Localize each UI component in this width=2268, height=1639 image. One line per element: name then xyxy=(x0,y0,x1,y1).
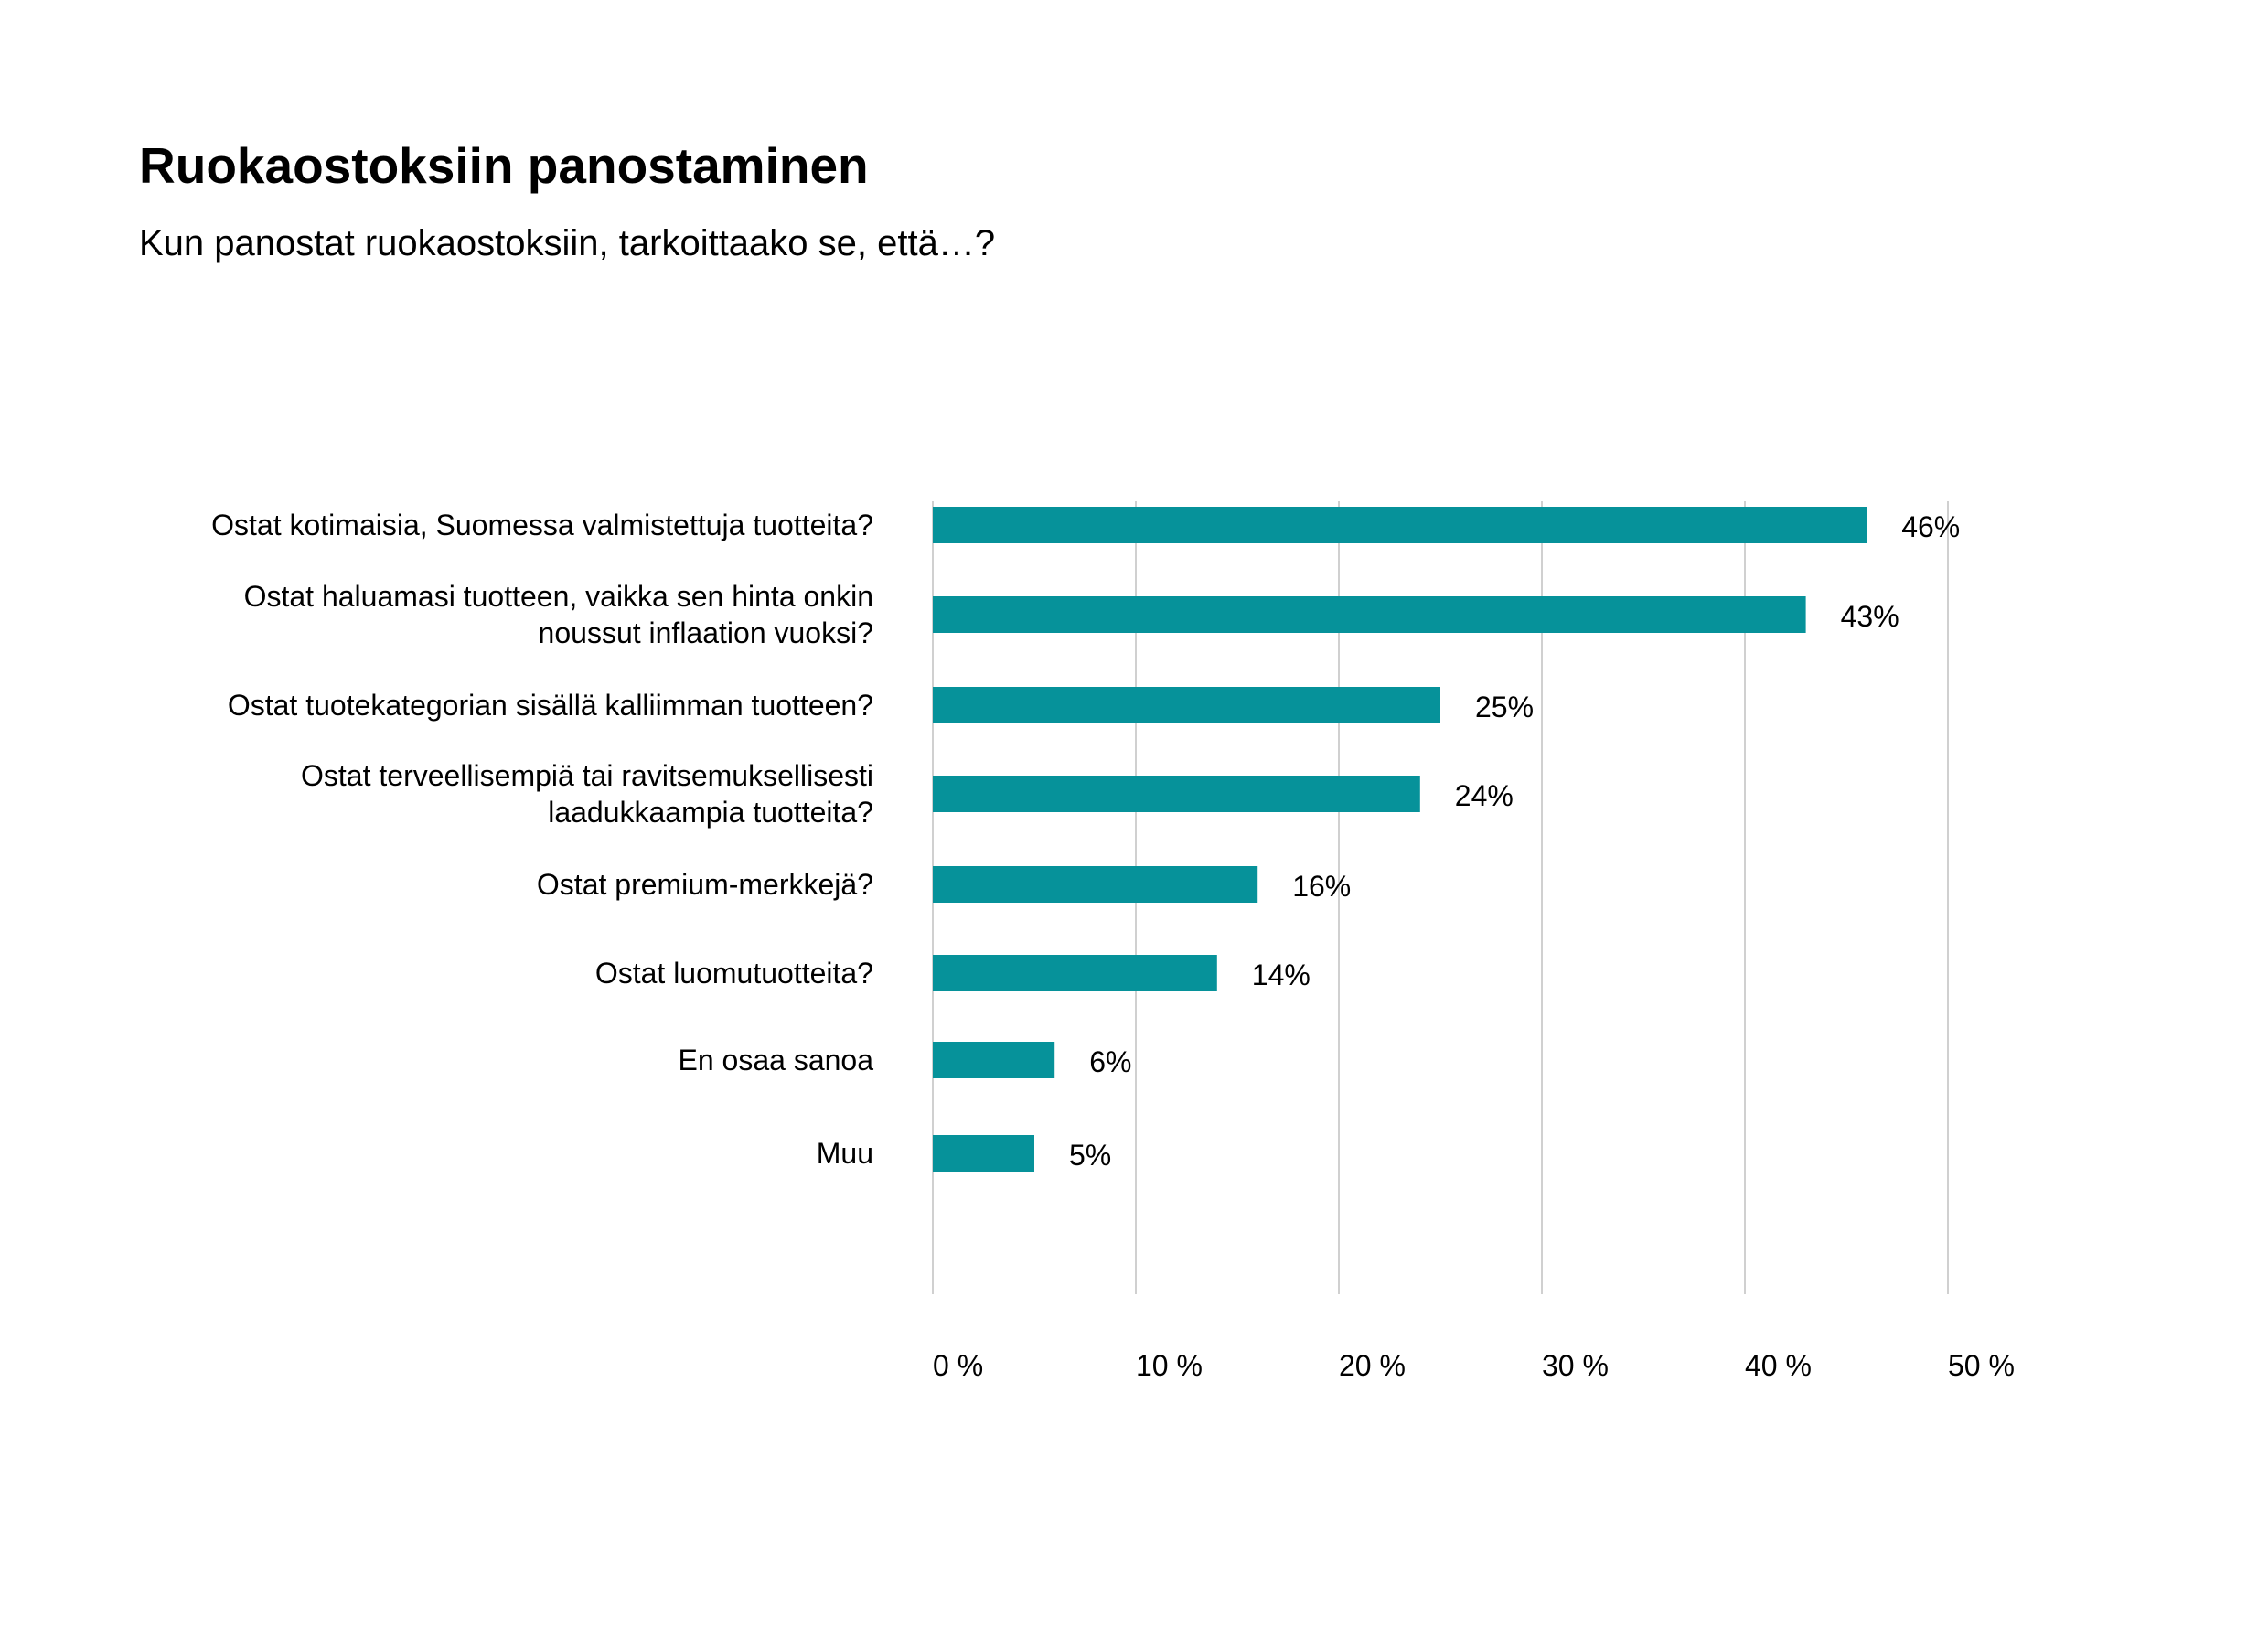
bar xyxy=(933,866,1258,903)
bars xyxy=(933,507,1867,1172)
category-label: Ostat haluamasi tuotteen, vaikka sen hin… xyxy=(244,580,873,613)
bar xyxy=(933,1135,1034,1172)
category-label: Ostat kotimaisia, Suomessa valmistettuja… xyxy=(211,509,873,541)
bar xyxy=(933,955,1217,991)
value-label: 6% xyxy=(1089,1045,1131,1078)
x-tick-label: 20 % xyxy=(1339,1349,1406,1382)
category-label: Ostat terveellisempiä tai ravitsemuksell… xyxy=(301,759,873,792)
bar xyxy=(933,1042,1055,1078)
value-label: 14% xyxy=(1252,959,1311,991)
x-tick-label: 40 % xyxy=(1745,1349,1812,1382)
bar xyxy=(933,596,1806,633)
category-label: laadukkaampia tuotteita? xyxy=(548,796,873,829)
category-label: Ostat tuotekategorian sisällä kalliimman… xyxy=(228,689,873,722)
value-labels: 46% 43% 25% 24% 16% 14% 6% 5% xyxy=(1069,510,1960,1172)
value-label: 5% xyxy=(1069,1139,1111,1172)
x-tick-label: 50 % xyxy=(1948,1349,2015,1382)
bar xyxy=(933,507,1867,543)
category-labels: Ostat kotimaisia, Suomessa valmistettuja… xyxy=(211,509,873,1170)
value-label: 25% xyxy=(1475,691,1534,723)
value-label: 24% xyxy=(1455,779,1514,812)
category-label: noussut inflaation vuoksi? xyxy=(539,616,873,649)
bar xyxy=(933,687,1440,723)
bar xyxy=(933,776,1420,812)
x-tick-label: 0 % xyxy=(933,1349,983,1382)
value-label: 43% xyxy=(1841,600,1899,633)
x-tick-label: 30 % xyxy=(1542,1349,1609,1382)
value-label: 16% xyxy=(1292,870,1351,903)
category-label: Ostat luomutuotteita? xyxy=(595,957,873,990)
chart-title: Ruokaostoksiin panostaminen xyxy=(139,137,869,194)
chart-subtitle: Kun panostat ruokaostoksiin, tarkoittaak… xyxy=(139,223,996,263)
category-label: Muu xyxy=(817,1137,873,1170)
category-label: En osaa sanoa xyxy=(679,1044,874,1077)
x-axis-tick-labels: 0 % 10 % 20 % 30 % 40 % 50 % xyxy=(933,1349,2015,1382)
x-tick-label: 10 % xyxy=(1136,1349,1203,1382)
value-label: 46% xyxy=(1901,510,1960,543)
category-label: Ostat premium-merkkejä? xyxy=(537,868,873,901)
